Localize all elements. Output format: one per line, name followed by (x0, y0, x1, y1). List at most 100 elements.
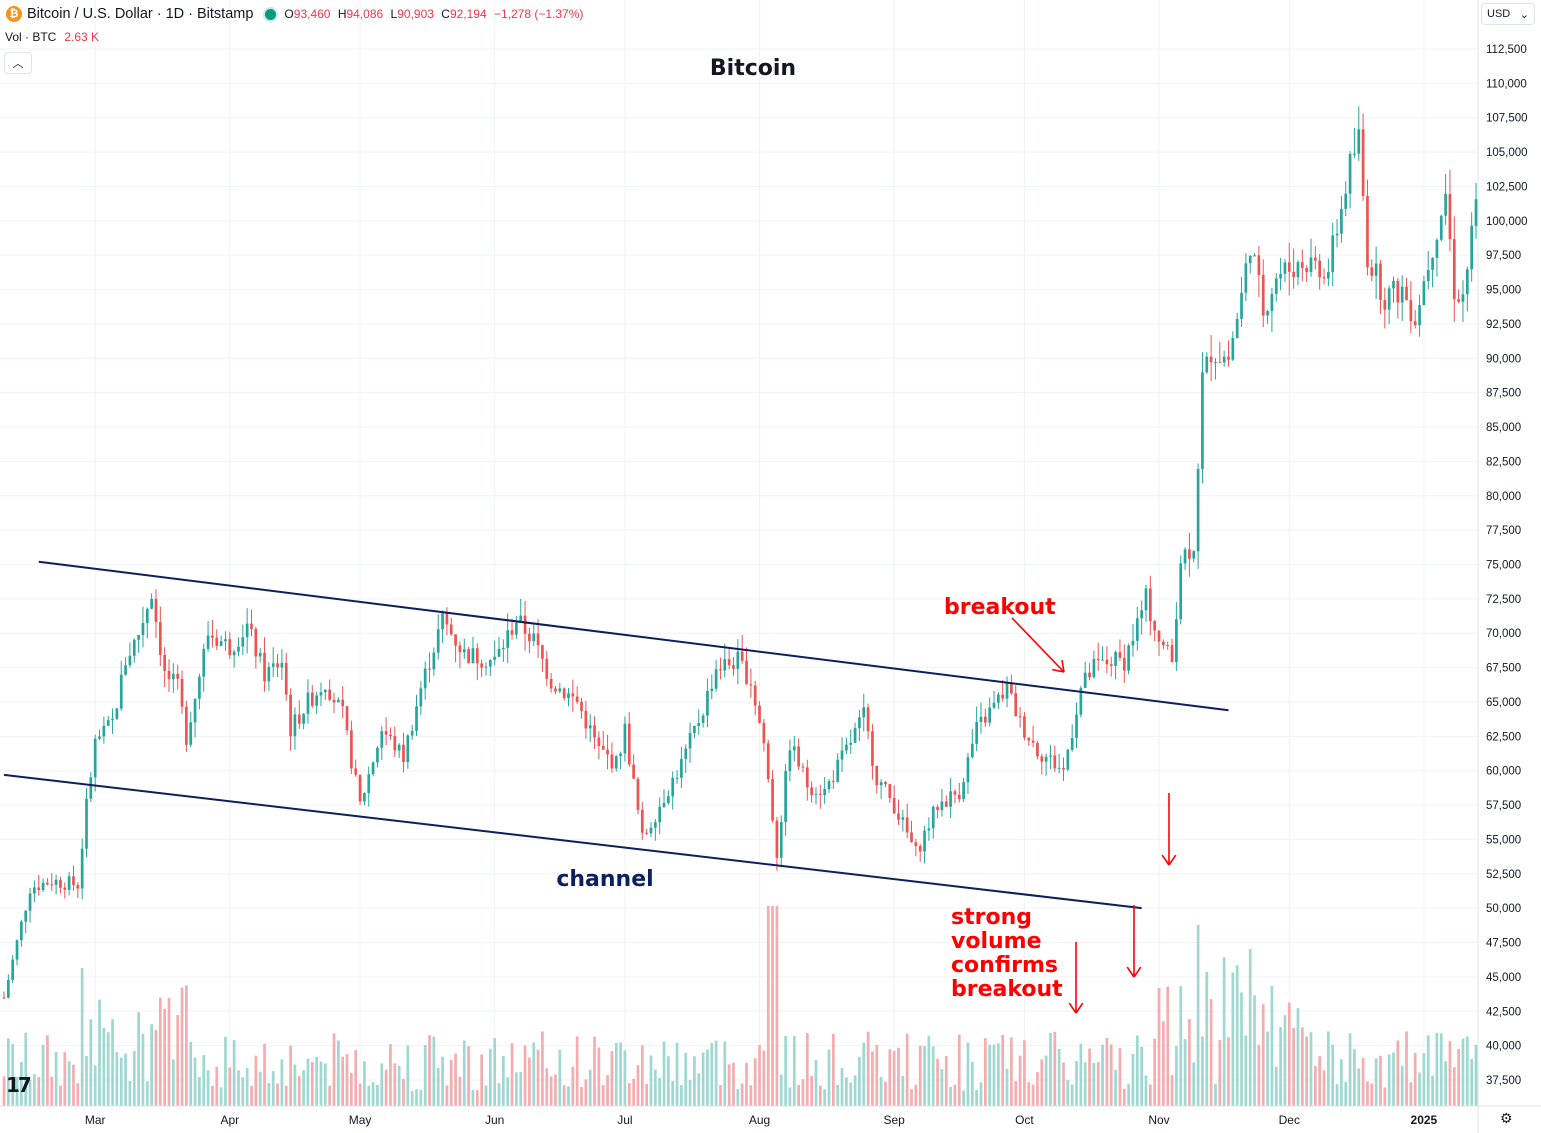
volume-bar (1023, 1040, 1026, 1106)
y-tick-label: 100,000 (1486, 216, 1528, 228)
volume-bar (749, 1085, 753, 1106)
volume-bar (428, 1035, 431, 1106)
candle-body (1214, 361, 1217, 363)
volume-bar (449, 1059, 453, 1106)
volume-bar (1283, 1015, 1287, 1106)
volume-bar (1452, 1067, 1456, 1106)
volume-bar (271, 1070, 275, 1106)
candle-body (1361, 129, 1365, 196)
candlesticks (2, 106, 1478, 999)
chevron-up-icon: ︿ (12, 58, 24, 70)
volume-bar (979, 1082, 983, 1106)
volume-bar (302, 1070, 305, 1106)
chart-grid (0, 0, 1478, 1106)
candle-body (1400, 286, 1404, 303)
candle-body (180, 678, 184, 707)
volume-bar (1170, 1075, 1174, 1106)
candle-body (137, 635, 140, 640)
candle-body (211, 635, 214, 638)
volume-bar (597, 1047, 601, 1106)
candle-body (1300, 262, 1304, 269)
candle-body (1413, 321, 1417, 326)
candle-body (988, 707, 992, 723)
volume-bar (497, 1083, 501, 1106)
y-tick-label: 60,000 (1486, 766, 1521, 778)
volume-bar (384, 1069, 388, 1106)
gear-icon[interactable]: ⚙ (1500, 1110, 1513, 1126)
candle-body (471, 648, 475, 664)
volume-bar (1327, 1031, 1330, 1106)
volume-bar (280, 1059, 284, 1106)
candle-body (1435, 239, 1439, 258)
volume-bar (740, 1083, 744, 1106)
y-tick-label: 67,500 (1486, 663, 1521, 675)
close-value: 92,194 (449, 7, 487, 21)
volume-bar (15, 1076, 19, 1106)
candle-body (506, 630, 510, 648)
volume-bar (1248, 949, 1252, 1106)
volume-bar (1448, 1041, 1452, 1106)
symbol-header: ₿ Bitcoin / U.S. Dollar · 1D · Bitstamp … (0, 0, 587, 28)
volume-bar (1092, 1062, 1096, 1106)
change-value: −1,278 (−1.37%) (493, 7, 584, 21)
arrow-head (1068, 1002, 1077, 1014)
y-tick-label: 105,000 (1486, 147, 1528, 159)
candle-body (536, 633, 540, 646)
volume-bar (41, 1044, 45, 1106)
candle-body (150, 598, 153, 609)
candle-body (128, 655, 132, 666)
candle-body (115, 708, 119, 719)
candle-body (80, 848, 84, 889)
candle-body (293, 714, 297, 737)
volume-bar (1101, 1044, 1104, 1106)
volume-bar (784, 1036, 787, 1106)
volume-bar (85, 1056, 88, 1106)
volume-bar (918, 1045, 922, 1106)
candle-body (766, 743, 770, 780)
volume-bar (102, 1027, 106, 1106)
volume-annotation-line: volume (951, 929, 1042, 954)
candle-body (888, 784, 892, 799)
candle-body (1201, 372, 1204, 470)
volume-bar (871, 1051, 874, 1106)
symbol-title[interactable]: Bitcoin / U.S. Dollar · 1D · Bitstamp (27, 6, 254, 22)
volume-bar (480, 1054, 483, 1106)
candle-body (862, 707, 866, 718)
candle-body (619, 753, 622, 757)
candle-body (141, 622, 145, 636)
currency-selector[interactable]: USD ⌄ (1481, 3, 1535, 25)
volume-bar (614, 1043, 618, 1106)
volume-bar (888, 1049, 892, 1106)
candle-body (1465, 269, 1469, 295)
volume-bar (1439, 1033, 1443, 1106)
candle-body (588, 725, 592, 729)
tradingview-logo-icon[interactable]: 17 (6, 1073, 32, 1097)
volume-bar (1083, 1062, 1087, 1106)
volume-bar (319, 1061, 323, 1106)
y-tick-label: 82,500 (1486, 456, 1521, 468)
volume-label[interactable]: Vol · BTC (5, 30, 57, 44)
volume-arrow-2 (1126, 905, 1142, 978)
volume-bar (1422, 1053, 1426, 1106)
candle-body (371, 762, 375, 775)
volume-bar (350, 1073, 353, 1106)
collapse-legend-button[interactable]: ︿ (4, 52, 32, 74)
candle-body (1148, 588, 1152, 622)
volume-bar (50, 1076, 54, 1106)
candle-body (384, 731, 388, 735)
y-tick-label: 45,000 (1486, 972, 1521, 984)
volume-bar (89, 1019, 93, 1106)
candle-body (1331, 235, 1335, 273)
candle-body (884, 782, 887, 785)
candle-body (1335, 233, 1339, 236)
candle-body (836, 759, 840, 782)
volume-arrow-3 (1161, 793, 1177, 866)
volume-bar (623, 1050, 627, 1106)
arrow-head (1168, 854, 1177, 866)
low-label: L (390, 7, 398, 21)
volume-bar (1214, 1083, 1217, 1106)
candle-body (775, 820, 779, 858)
volume-bar (1192, 1062, 1196, 1106)
volume-bar (37, 1077, 41, 1106)
